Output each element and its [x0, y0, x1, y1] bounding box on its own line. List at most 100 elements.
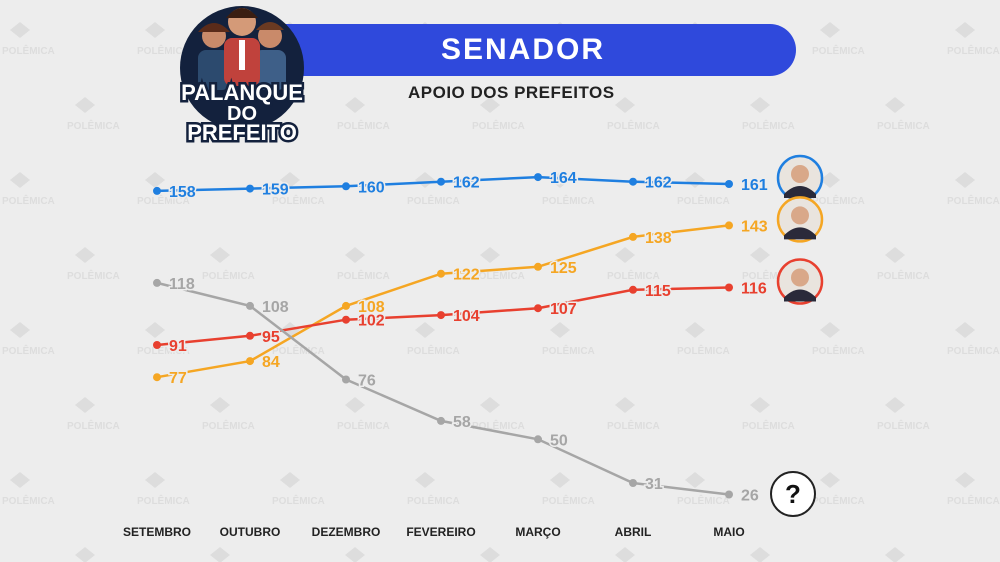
- svg-text:POLÊMICA: POLÊMICA: [67, 119, 120, 132]
- svg-text:POLÊMICA: POLÊMICA: [607, 119, 660, 132]
- data-label: 50: [550, 432, 568, 449]
- logo-wordmark: PALANQUE DO PREFEITO: [179, 78, 306, 147]
- data-point: [725, 490, 733, 499]
- data-label: 108: [262, 299, 289, 316]
- svg-text:POLÊMICA: POLÊMICA: [877, 419, 930, 432]
- watermark-mark: POLÊMICA: [407, 322, 460, 357]
- data-label: 31: [645, 476, 663, 493]
- svg-text:POLÊMICA: POLÊMICA: [67, 419, 120, 432]
- svg-text:POLÊMICA: POLÊMICA: [472, 269, 525, 282]
- data-label: 58: [453, 414, 471, 431]
- svg-text:POLÊMICA: POLÊMICA: [67, 269, 120, 282]
- data-point: [629, 177, 637, 186]
- watermark-mark: POLÊMICA: [272, 172, 325, 207]
- watermark-mark: POLÊMICA: [2, 322, 55, 357]
- data-label: 158: [169, 184, 196, 201]
- x-tick-label: DEZEMBRO: [312, 525, 381, 539]
- svg-text:POLÊMICA: POLÊMICA: [137, 494, 190, 507]
- watermark-mark: POLÊMICA: [812, 172, 865, 207]
- watermark-mark: POLÊMICA: [677, 322, 730, 357]
- svg-text:POLÊMICA: POLÊMICA: [812, 344, 865, 357]
- chart-subtitle: APOIO DOS PREFEITOS: [408, 83, 615, 102]
- watermark-mark: POLÊMICA: [947, 172, 1000, 207]
- watermark-mark: POLÊMICA: [750, 547, 770, 562]
- data-point: [534, 262, 542, 271]
- watermark-mark: POLÊMICA: [885, 547, 905, 562]
- svg-text:POLÊMICA: POLÊMICA: [947, 494, 1000, 507]
- data-label: 160: [358, 179, 385, 196]
- watermark-mark: POLÊMICA: [947, 322, 1000, 357]
- watermark-mark: POLÊMICA: [272, 472, 325, 507]
- svg-text:POLÊMICA: POLÊMICA: [542, 494, 595, 507]
- svg-text:POLÊMICA: POLÊMICA: [202, 269, 255, 282]
- data-point: [629, 232, 637, 241]
- watermark-mark: POLÊMICA: [202, 247, 255, 282]
- data-point: [153, 373, 161, 382]
- watermark-mark: POLÊMICA: [407, 172, 460, 207]
- watermark-mark: POLÊMICA: [947, 22, 1000, 57]
- data-point: [725, 283, 733, 292]
- data-point: [437, 311, 445, 320]
- svg-text:POLÊMICA: POLÊMICA: [812, 494, 865, 507]
- x-tick-label: MARÇO: [515, 525, 560, 539]
- svg-text:POLÊMICA: POLÊMICA: [337, 119, 390, 132]
- watermark-mark: POLÊMICA: [480, 547, 500, 562]
- watermark-mark: POLÊMICA: [947, 472, 1000, 507]
- watermark-mark: POLÊMICA: [542, 322, 595, 357]
- series-line-2: 91 95 102 104 107 115 116: [153, 279, 768, 357]
- logo-people-icon: [198, 8, 286, 90]
- watermark-mark: POLÊMICA: [2, 472, 55, 507]
- data-point: [534, 304, 542, 313]
- data-label: 125: [550, 260, 577, 277]
- watermark-mark: POLÊMICA: [345, 547, 365, 562]
- data-label: 138: [645, 230, 672, 247]
- data-point: [246, 357, 254, 366]
- data-point: [342, 301, 350, 310]
- svg-text:POLÊMICA: POLÊMICA: [2, 494, 55, 507]
- watermark-mark: POLÊMICA: [812, 472, 865, 507]
- watermark-mark: POLÊMICA: [67, 397, 120, 432]
- page-title: SENADOR: [440, 33, 605, 66]
- svg-text:POLÊMICA: POLÊMICA: [407, 194, 460, 207]
- svg-text:POLÊMICA: POLÊMICA: [877, 269, 930, 282]
- data-point: [725, 221, 733, 230]
- x-tick-label: MAIO: [713, 525, 744, 539]
- svg-text:POLÊMICA: POLÊMICA: [607, 269, 660, 282]
- data-label: 102: [358, 313, 385, 330]
- data-label: 104: [453, 308, 480, 325]
- candidate-photo-icon: [776, 258, 824, 305]
- watermark-mark: POLÊMICA: [2, 172, 55, 207]
- data-label: 26: [741, 488, 759, 505]
- watermark-mark: POLÊMICA: [812, 22, 865, 57]
- data-label: 115: [645, 283, 671, 300]
- data-label: 95: [262, 329, 280, 346]
- x-tick-label: SETEMBRO: [123, 525, 191, 539]
- svg-text:POLÊMICA: POLÊMICA: [472, 119, 525, 132]
- svg-text:POLÊMICA: POLÊMICA: [542, 194, 595, 207]
- svg-text:POLÊMICA: POLÊMICA: [742, 119, 795, 132]
- watermark-mark: POLÊMICA: [677, 472, 730, 507]
- svg-text:POLÊMICA: POLÊMICA: [812, 44, 865, 57]
- svg-text:POLÊMICA: POLÊMICA: [947, 44, 1000, 57]
- data-label: 164: [550, 170, 577, 187]
- data-point: [246, 184, 254, 193]
- watermark-mark: POLÊMICA: [542, 472, 595, 507]
- svg-text:POLÊMICA: POLÊMICA: [2, 44, 55, 57]
- svg-text:POLÊMICA: POLÊMICA: [2, 194, 55, 207]
- svg-text:POLÊMICA: POLÊMICA: [607, 419, 660, 432]
- data-point: [342, 375, 350, 384]
- data-label: 107: [550, 301, 577, 318]
- watermark-mark: POLÊMICA: [137, 472, 190, 507]
- data-point: [629, 285, 637, 294]
- candidate-photo-icon: [776, 196, 824, 243]
- watermark-mark: POLÊMICA: [472, 97, 525, 132]
- unknown-candidate-icon: ?: [770, 471, 816, 517]
- svg-text:POLÊMICA: POLÊMICA: [407, 494, 460, 507]
- data-label: 84: [262, 354, 280, 371]
- svg-text:POLÊMICA: POLÊMICA: [947, 194, 1000, 207]
- data-label: 162: [645, 175, 672, 192]
- svg-text:?: ?: [785, 479, 801, 509]
- data-label: 161: [741, 177, 768, 194]
- watermark-mark: POLÊMICA: [202, 397, 255, 432]
- svg-text:POLÊMICA: POLÊMICA: [542, 344, 595, 357]
